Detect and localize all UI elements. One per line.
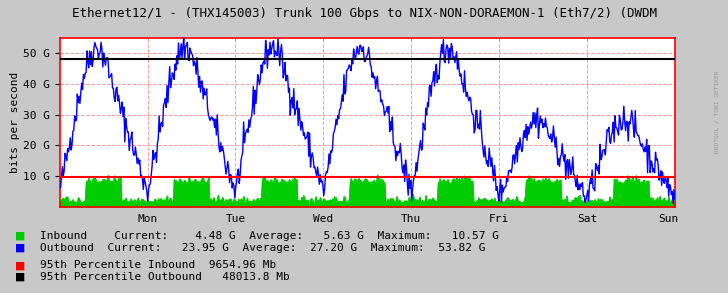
Text: Tue: Tue	[226, 214, 245, 224]
Y-axis label: bits per second: bits per second	[10, 72, 20, 173]
Text: ■: ■	[16, 241, 25, 255]
Text: Inbound    Current:    4.48 G  Average:   5.63 G  Maximum:   10.57 G: Inbound Current: 4.48 G Average: 5.63 G …	[40, 231, 499, 241]
Text: ■: ■	[16, 270, 25, 284]
Text: ■: ■	[16, 229, 25, 243]
Text: Sun: Sun	[659, 214, 678, 224]
Text: 95th Percentile Inbound  9654.96 Mb: 95th Percentile Inbound 9654.96 Mb	[40, 260, 277, 270]
Text: Sat: Sat	[577, 214, 597, 224]
Text: Mon: Mon	[138, 214, 158, 224]
Text: Ethernet12/1 - (THX145003) Trunk 100 Gbps to NIX-NON-DORAEMON-1 (Eth7/2) (DWDM: Ethernet12/1 - (THX145003) Trunk 100 Gbp…	[71, 7, 657, 20]
Text: Outbound  Current:   23.95 G  Average:  27.20 G  Maximum:  53.82 G: Outbound Current: 23.95 G Average: 27.20…	[40, 243, 486, 253]
Text: Thu: Thu	[401, 214, 422, 224]
Text: Wed: Wed	[313, 214, 333, 224]
Text: RRDTOOL / TOBI OETIKER: RRDTOOL / TOBI OETIKER	[715, 70, 719, 153]
Text: 95th Percentile Outbound   48013.8 Mb: 95th Percentile Outbound 48013.8 Mb	[40, 272, 290, 282]
Text: ■: ■	[16, 258, 25, 272]
Text: Fri: Fri	[489, 214, 509, 224]
